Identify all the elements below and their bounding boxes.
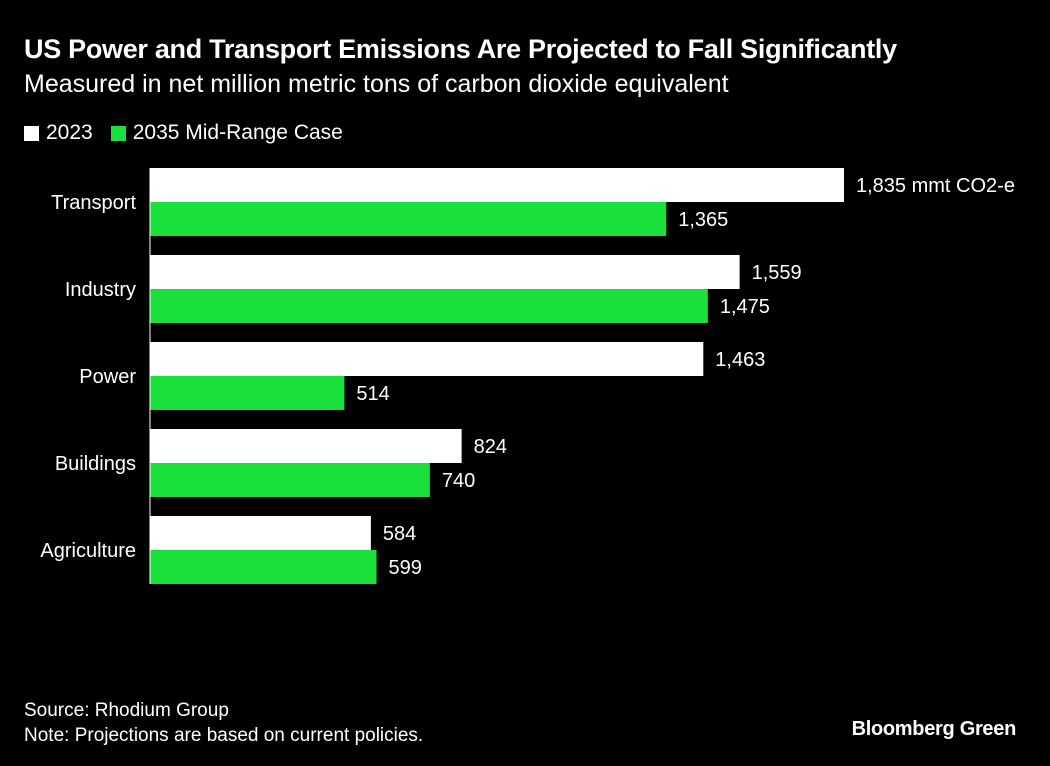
source-note: Source: Rhodium Group — [24, 700, 229, 721]
legend-swatch-2035 — [110, 125, 126, 141]
value-label-power-2023: 1,463 — [715, 349, 765, 371]
brand-logo: Bloomberg Green — [851, 718, 1017, 740]
category-label-industry: Industry — [65, 279, 136, 301]
legend-swatch-2023 — [24, 125, 39, 141]
bar-industry-2023 — [150, 255, 740, 289]
legend: 2023 2035 Mid-Range Case — [24, 121, 361, 145]
policy-note: Note: Projections are based on current p… — [24, 725, 424, 746]
bar-buildings-2023 — [150, 429, 462, 463]
bar-buildings-2035-mid-range-case — [150, 463, 430, 497]
bar-industry-2035-mid-range-case — [150, 289, 708, 323]
bar-agriculture-2023 — [150, 516, 371, 550]
legend-label-2023: 2023 — [46, 121, 93, 144]
bar-power-2035-mid-range-case — [150, 376, 345, 410]
value-label-industry-2035-mid-range-case: 1,475 — [720, 296, 770, 318]
bar-chart: Transport 1,835 mmt CO2-e 1,365 Industry 1,5… — [40, 168, 1015, 584]
value-label-buildings-2035-mid-range-case: 740 — [442, 470, 475, 492]
value-label-agriculture-2035-mid-range-case: 599 — [389, 557, 422, 579]
legend-item-2023: 2023 — [24, 121, 93, 145]
value-label-power-2035-mid-range-case: 514 — [356, 383, 389, 405]
bar-transport-2035-mid-range-case — [150, 202, 667, 236]
category-label-agriculture: Agriculture — [40, 540, 136, 562]
chart-title: US Power and Transport Emissions Are Pro… — [24, 34, 897, 64]
chart-subtitle: Measured in net million metric tons of c… — [24, 70, 729, 98]
value-label-industry-2023: 1,559 — [752, 262, 802, 284]
legend-label-2035: 2035 Mid-Range Case — [132, 121, 343, 144]
category-label-buildings: Buildings — [55, 453, 136, 475]
value-label-agriculture-2023: 584 — [383, 523, 416, 545]
legend-item-2035: 2035 Mid-Range Case — [110, 121, 343, 145]
bar-transport-2023 — [150, 168, 844, 202]
bar-power-2023 — [150, 342, 704, 376]
value-label-transport-2035-mid-range-case: 1,365 — [678, 209, 728, 231]
bar-agriculture-2035-mid-range-case — [150, 550, 377, 584]
category-label-transport: Transport — [51, 192, 136, 214]
value-label-transport-2023: 1,835 mmt CO2-e — [856, 175, 1015, 197]
value-label-buildings-2023: 824 — [474, 436, 507, 458]
category-label-power: Power — [79, 366, 136, 388]
